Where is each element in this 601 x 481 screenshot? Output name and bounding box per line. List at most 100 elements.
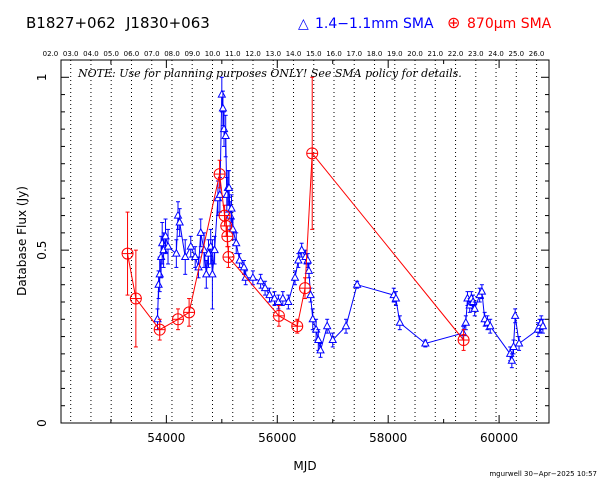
data-point	[470, 303, 480, 312]
top-axis-label: 24.0	[488, 50, 504, 58]
data-point	[172, 248, 181, 257]
data-point	[221, 131, 231, 140]
top-axis-label: 02.0	[43, 50, 59, 58]
data-point	[485, 321, 495, 330]
data-point	[284, 296, 293, 305]
data-point	[510, 310, 520, 319]
data-point	[173, 210, 183, 219]
data-point	[461, 317, 471, 326]
data-point	[218, 103, 228, 112]
x-tick-label: 56000	[258, 431, 296, 445]
data-point	[316, 345, 325, 354]
data-point	[328, 334, 338, 344]
data-point	[270, 293, 279, 302]
data-point	[154, 279, 163, 288]
top-axis-label: 23.0	[468, 50, 484, 58]
top-axis-label: 14.0	[286, 50, 302, 58]
data-point	[260, 283, 270, 292]
legend-blue-label: 1.4−1.1mm SMA	[315, 16, 434, 32]
data-point	[208, 269, 217, 278]
top-axis-label: 18.0	[367, 50, 383, 58]
top-axis-label: 11.0	[225, 50, 241, 58]
data-point	[201, 269, 211, 278]
data-point	[395, 317, 405, 326]
data-point	[224, 182, 234, 191]
data-point	[248, 272, 258, 281]
top-axis-label: 21.0	[428, 50, 444, 58]
data-point	[180, 252, 190, 261]
top-axis-labels: 02.0 03.0 04.0 05.0 06.0 07.0 08.0 09.0 10.0 11.0…	[43, 50, 545, 58]
year-lines	[70, 60, 538, 423]
top-axis-label: 05.0	[103, 50, 119, 58]
data-point	[352, 279, 362, 288]
data-point	[306, 290, 315, 299]
y-tick-label: 0.5	[35, 241, 49, 260]
top-axis-label: 09.0	[184, 50, 200, 58]
top-axis-label: 22.0	[448, 50, 464, 58]
top-axis-label: 26.0	[529, 50, 545, 58]
data-point	[294, 255, 303, 264]
data-point	[290, 272, 300, 281]
data-point	[322, 321, 332, 330]
data-point	[420, 338, 430, 347]
top-axis-label: 25.0	[509, 50, 525, 58]
x-tick-labels: 54000 56000 58000 60000	[147, 431, 518, 445]
top-axis-label: 07.0	[144, 50, 160, 58]
data-point	[190, 252, 200, 261]
source-name: B1827+062	[26, 14, 116, 32]
y-tick-label: 1	[35, 73, 49, 81]
top-axis-label: 17.0	[346, 50, 362, 58]
x-tick-label: 60000	[480, 431, 518, 445]
top-axis-label: 19.0	[387, 50, 403, 58]
data-point	[458, 328, 468, 337]
data-point	[161, 231, 170, 240]
data-point	[235, 255, 244, 264]
x-tick-label: 54000	[147, 431, 185, 445]
data-point	[308, 314, 318, 323]
top-axis-label: 15.0	[306, 50, 322, 58]
data-point	[231, 238, 241, 247]
data-point	[391, 293, 401, 302]
top-axis-label: 04.0	[83, 50, 99, 58]
top-axis-label: 03.0	[63, 50, 79, 58]
plot-frame	[60, 59, 550, 424]
data-point	[210, 245, 219, 254]
data-point	[217, 89, 227, 98]
axis-ticks	[61, 60, 549, 424]
data-point	[175, 217, 185, 226]
top-axis-label: 08.0	[164, 50, 180, 58]
footer-stamp: mgurwell 30−Apr−2025 10:57	[489, 470, 597, 478]
data-point	[265, 290, 274, 299]
legend-blue-marker: △	[298, 16, 309, 32]
y-tick-labels: 00.51	[35, 73, 49, 426]
data-point	[239, 262, 249, 271]
data-point	[507, 355, 517, 364]
top-axis-label: 12.0	[245, 50, 261, 58]
top-axis-label: 10.0	[205, 50, 221, 58]
series-red	[121, 76, 470, 351]
planning-note: NOTE: Use for planning purposes ONLY! Se…	[77, 67, 462, 80]
data-point	[341, 321, 351, 330]
x-tick-label: 58000	[369, 431, 407, 445]
data-point	[256, 276, 265, 285]
series-blue	[153, 76, 548, 369]
data-point	[313, 334, 323, 344]
data-point	[186, 241, 196, 250]
data-point	[538, 321, 548, 330]
data-point	[196, 227, 206, 236]
data-point	[227, 203, 236, 212]
y-axis-label: Database Flux (Jy)	[15, 186, 29, 296]
data-point	[278, 293, 288, 302]
y-tick-label: 0	[35, 419, 49, 427]
legend-red-label: 870µm SMA	[467, 16, 552, 32]
data-point	[297, 245, 307, 254]
alt-name: J1830+063	[125, 14, 210, 32]
top-axis-label: 06.0	[124, 50, 140, 58]
top-axis-label: 13.0	[265, 50, 281, 58]
data-point	[514, 338, 524, 347]
legend-red-marker: ⊕	[447, 13, 460, 32]
data-point	[304, 265, 314, 274]
data-point	[477, 286, 487, 295]
x-axis-label: MJD	[293, 459, 316, 473]
